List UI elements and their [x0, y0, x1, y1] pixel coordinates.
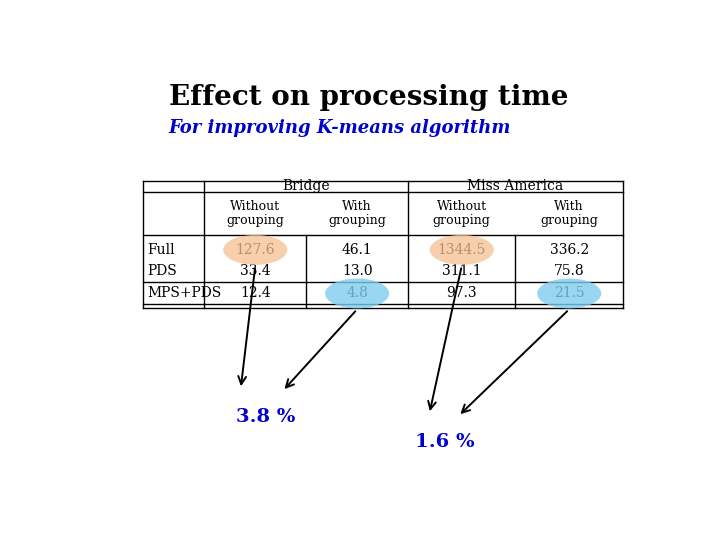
Text: 33.4: 33.4	[240, 265, 271, 279]
Text: Without
grouping: Without grouping	[226, 200, 284, 227]
Text: 127.6: 127.6	[235, 243, 275, 257]
Text: With
grouping: With grouping	[328, 200, 386, 227]
Text: 46.1: 46.1	[342, 243, 372, 257]
Text: 75.8: 75.8	[554, 265, 585, 279]
Text: For improving K-means algorithm: For improving K-means algorithm	[168, 119, 510, 137]
Text: 12.4: 12.4	[240, 287, 271, 300]
Text: Bridge: Bridge	[282, 179, 330, 193]
Text: With
grouping: With grouping	[540, 200, 598, 227]
Text: MPS+PDS: MPS+PDS	[148, 287, 222, 300]
Ellipse shape	[537, 279, 601, 308]
Ellipse shape	[223, 235, 287, 265]
Text: 3.8 %: 3.8 %	[236, 408, 295, 426]
Text: 336.2: 336.2	[549, 243, 589, 257]
Text: Miss America: Miss America	[467, 179, 564, 193]
Ellipse shape	[325, 279, 390, 308]
Text: 311.1: 311.1	[442, 265, 482, 279]
Ellipse shape	[430, 235, 494, 265]
Text: Full: Full	[148, 243, 175, 257]
Text: 1.6 %: 1.6 %	[415, 433, 474, 451]
Text: 1344.5: 1344.5	[438, 243, 486, 257]
Text: 21.5: 21.5	[554, 287, 585, 300]
Text: 97.3: 97.3	[446, 287, 477, 300]
Text: Effect on processing time: Effect on processing time	[169, 84, 569, 111]
Text: 4.8: 4.8	[346, 287, 368, 300]
Text: PDS: PDS	[148, 265, 177, 279]
Text: 13.0: 13.0	[342, 265, 372, 279]
Text: Without
grouping: Without grouping	[433, 200, 491, 227]
